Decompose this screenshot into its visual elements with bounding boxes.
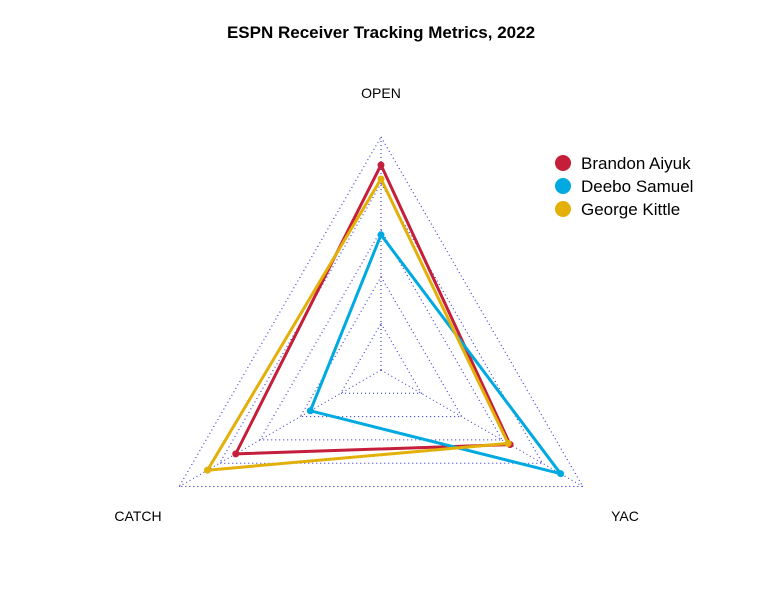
grid-spoke-yac [380, 369, 584, 487]
series-line-deebo-samuel [308, 231, 565, 477]
chart-title: ESPN Receiver Tracking Metrics, 2022 [227, 23, 535, 42]
data-point-brandon-aiyuk-open [377, 161, 385, 169]
axis-label-catch: CATCH [114, 508, 161, 524]
series-layer [203, 161, 565, 478]
series-brandon-aiyuk [232, 161, 514, 458]
axis-labels: OPEN YAC CATCH [114, 85, 638, 524]
series-line-brandon-aiyuk [233, 161, 513, 456]
grid-ring-5 [178, 136, 584, 487]
data-point-george-kittle-yac [504, 439, 512, 447]
legend-label-deebo-samuel: Deebo Samuel [581, 177, 693, 196]
data-point-deebo-samuel-open [377, 231, 385, 239]
axis-label-yac: YAC [611, 508, 639, 524]
series-george-kittle [203, 175, 512, 474]
grid-ring-1 [339, 322, 423, 394]
legend-marker-brandon-aiyuk [555, 155, 571, 171]
data-point-deebo-samuel-yac [557, 470, 565, 478]
legend: Brandon Aiyuk Deebo Samuel George Kittle [555, 154, 693, 219]
grid-ring-2 [299, 275, 463, 418]
legend-marker-deebo-samuel [555, 178, 571, 194]
legend-label-brandon-aiyuk: Brandon Aiyuk [581, 154, 691, 173]
data-point-brandon-aiyuk-catch [232, 450, 240, 458]
grid-ring-4 [218, 182, 544, 464]
data-point-george-kittle-catch [203, 466, 211, 474]
data-point-deebo-samuel-catch [306, 407, 314, 415]
grid-spoke-catch [178, 369, 382, 487]
series-line-george-kittle [204, 175, 511, 472]
legend-label-george-kittle: George Kittle [581, 200, 680, 219]
axis-label-open: OPEN [361, 85, 401, 101]
legend-marker-george-kittle [555, 201, 571, 217]
data-point-george-kittle-open [377, 175, 385, 183]
radar-grid [178, 136, 584, 487]
series-deebo-samuel [306, 231, 565, 478]
